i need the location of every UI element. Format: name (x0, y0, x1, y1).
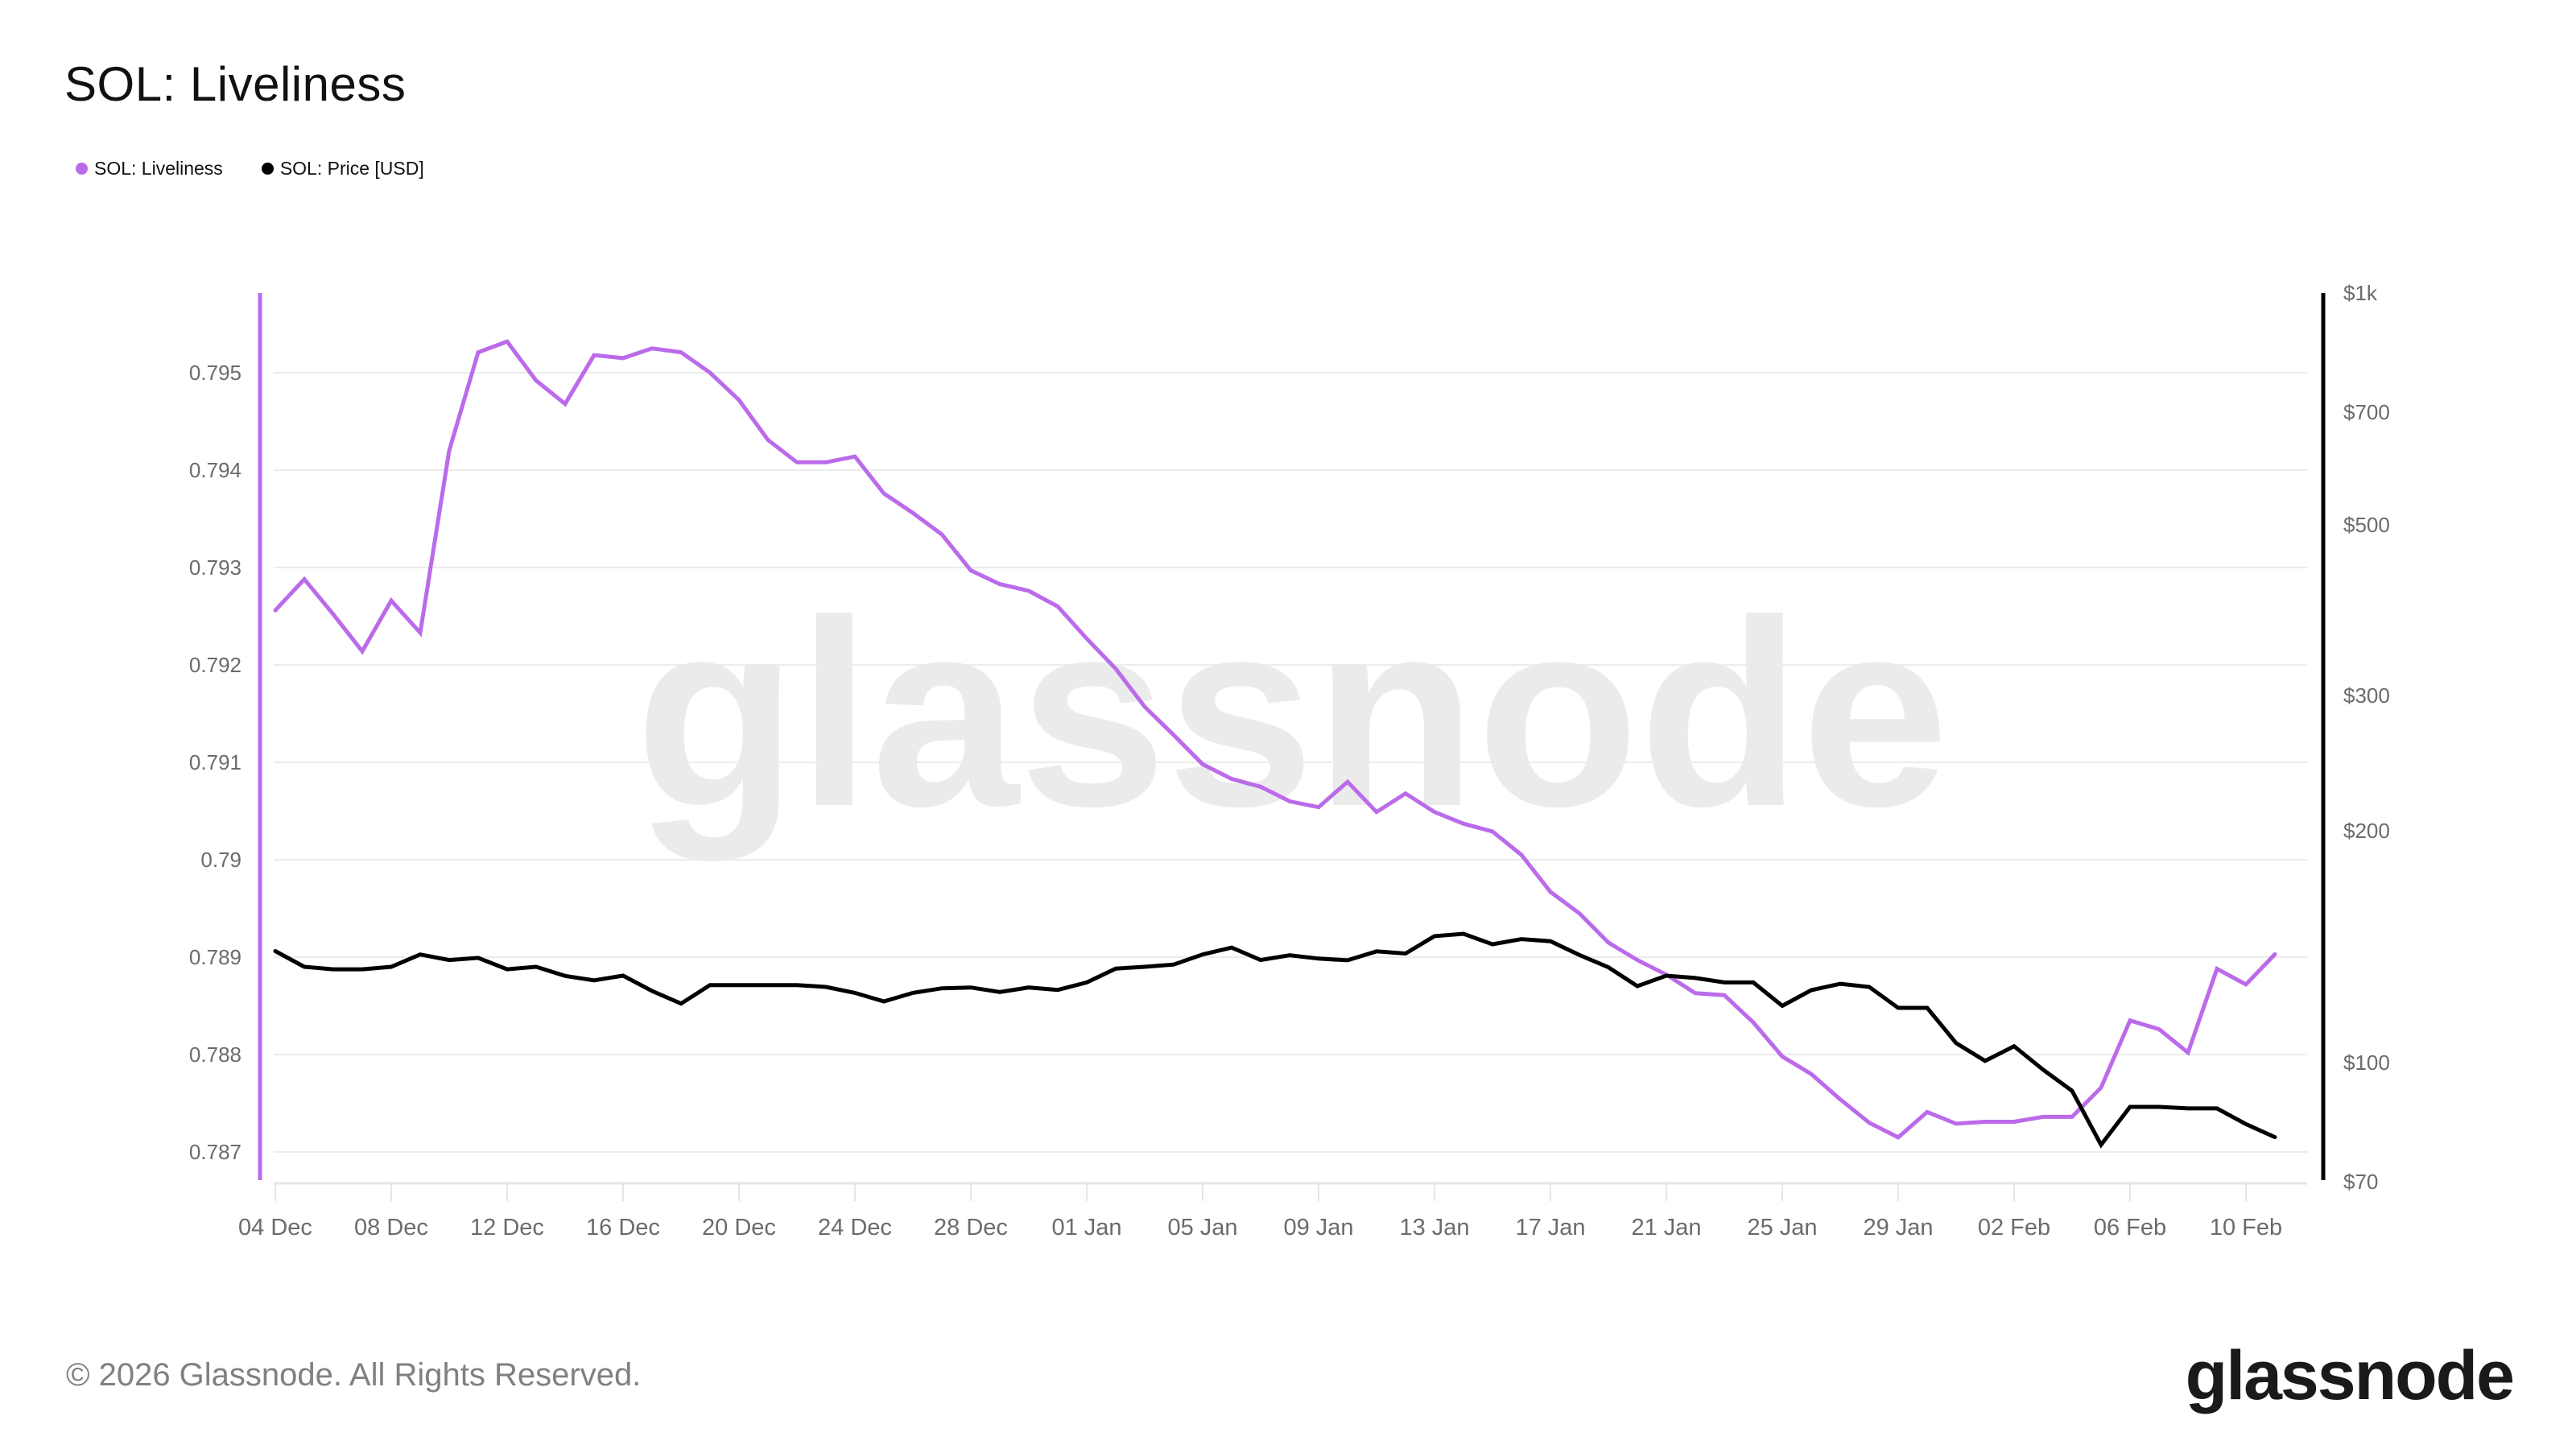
x-tick-label: 09 Jan (1283, 1215, 1353, 1241)
y-left-tick-label: 0.79 (200, 848, 242, 872)
y-right-tick-label: $700 (2343, 400, 2390, 424)
x-tick-label: 05 Jan (1167, 1215, 1237, 1241)
x-tick-label: 02 Feb (1978, 1215, 2050, 1241)
y-right-tick-label: $70 (2343, 1170, 2378, 1194)
watermark-text: glassnode (635, 564, 1949, 863)
copyright-footer: © 2026 Glassnode. All Rights Reserved. (66, 1357, 642, 1393)
x-tick-label: 06 Feb (2094, 1215, 2166, 1241)
x-tick-label: 25 Jan (1747, 1215, 1817, 1241)
chart-legend: SOL: Liveliness SOL: Price [USD] (76, 158, 424, 180)
x-tick-label: 28 Dec (934, 1215, 1008, 1241)
x-tick-label: 16 Dec (586, 1215, 660, 1241)
y-right-tick-label: $500 (2343, 513, 2390, 537)
x-axis: 04 Dec 08 Dec 12 Dec 16 Dec 20 Dec 24 Dec 28 D… (238, 1183, 2282, 1241)
x-tick-label: 24 Dec (818, 1215, 892, 1241)
y-left-tick-label: 0.792 (189, 653, 242, 677)
gridlines (274, 372, 2307, 1185)
y-left-tick-label: 0.788 (189, 1042, 242, 1067)
series-lines (273, 339, 2277, 1149)
y-left-tick-label: 0.789 (189, 945, 242, 969)
y-left-tick-label: 0.787 (189, 1140, 242, 1164)
price-line[interactable] (273, 931, 2277, 1149)
x-tick-label: 12 Dec (470, 1215, 544, 1241)
y-left-tick-label: 0.794 (189, 458, 242, 482)
y-left-tick-label: 0.795 (189, 361, 242, 385)
y-right-tick-label: $300 (2343, 683, 2390, 708)
y-right-tick-label: $100 (2343, 1051, 2390, 1075)
y-right-tick-label: $1k (2343, 281, 2378, 305)
y-right-tick-label: $200 (2343, 819, 2390, 843)
liveliness-line[interactable] (273, 339, 2277, 1140)
x-tick-label: 20 Dec (702, 1215, 776, 1241)
legend-dot-icon (261, 163, 274, 175)
legend-item-price[interactable]: SOL: Price [USD] (261, 158, 424, 180)
y-left-tick-label: 0.791 (189, 750, 242, 774)
x-tick-label: 01 Jan (1051, 1215, 1121, 1241)
x-tick-label: 29 Jan (1863, 1215, 1933, 1241)
y-left-tick-label: 0.793 (189, 555, 242, 580)
x-tick-label: 21 Jan (1631, 1215, 1701, 1241)
legend-label: SOL: Price [USD] (279, 158, 424, 179)
x-tick-label: 04 Dec (238, 1215, 312, 1241)
chart-title: SOL: Liveliness (64, 57, 407, 111)
legend-label: SOL: Liveliness (94, 158, 223, 179)
y-axis-left: 0.787 0.788 0.789 0.79 0.791 0.792 0.793 0.794 0… (189, 293, 262, 1180)
legend-dot-icon (76, 163, 88, 175)
y-axis-right: $70 $100 $200 $300 $500 $700 $1k (2321, 281, 2390, 1194)
x-tick-label: 13 Jan (1399, 1215, 1469, 1241)
x-tick-label: 10 Feb (2210, 1215, 2282, 1241)
legend-item-liveliness[interactable]: SOL: Liveliness (76, 158, 223, 180)
watermark: glassnode (635, 564, 1949, 863)
glassnode-logo: glassnode (2185, 1337, 2515, 1414)
x-tick-label: 08 Dec (354, 1215, 428, 1241)
x-tick-label: 17 Jan (1515, 1215, 1585, 1241)
